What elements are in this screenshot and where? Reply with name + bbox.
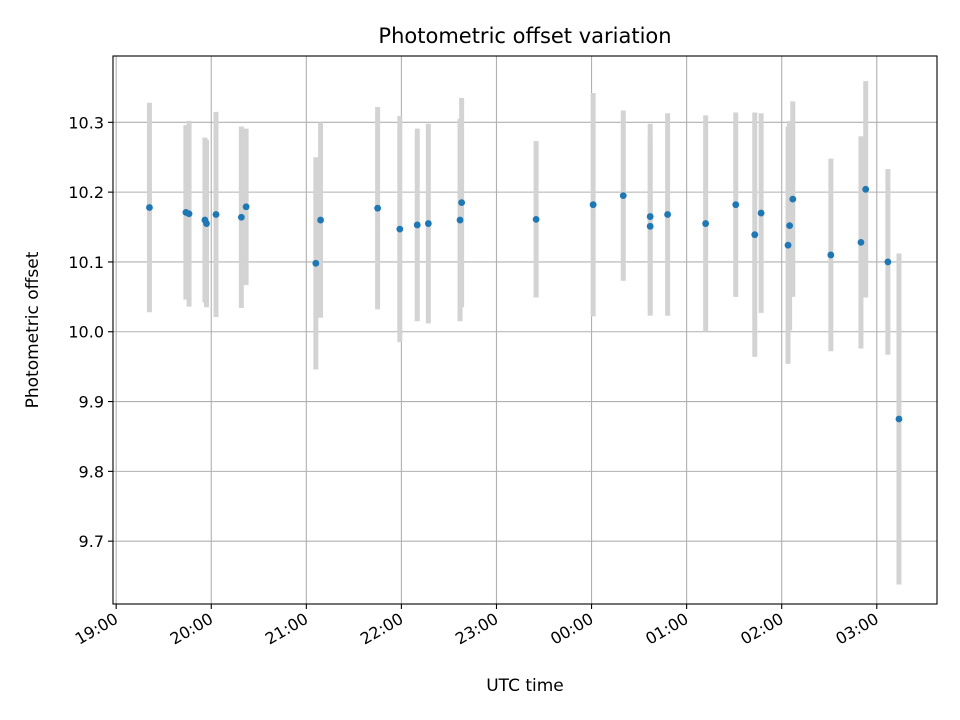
data-point bbox=[212, 211, 220, 218]
y-tick-label: 9.8 bbox=[79, 462, 104, 481]
data-point bbox=[532, 215, 540, 223]
data-point bbox=[784, 241, 792, 249]
data-point bbox=[827, 251, 835, 259]
data-point bbox=[317, 216, 324, 224]
data-point bbox=[619, 192, 627, 200]
y-tick-label: 10.0 bbox=[68, 323, 104, 342]
data-point bbox=[146, 204, 153, 211]
data-point bbox=[862, 185, 870, 193]
data-point bbox=[458, 199, 466, 206]
data-point bbox=[702, 220, 710, 227]
data-points bbox=[146, 185, 903, 423]
data-point bbox=[374, 204, 382, 212]
data-point bbox=[664, 211, 672, 218]
data-point bbox=[786, 222, 794, 230]
data-point bbox=[895, 415, 903, 423]
x-axis-label: UTC time bbox=[486, 676, 564, 696]
plot-area-frame bbox=[112, 55, 938, 605]
y-tick-label: 9.9 bbox=[79, 393, 104, 412]
data-point bbox=[424, 220, 432, 227]
data-point bbox=[646, 213, 654, 220]
y-axis: 9.7 9.8 9.9 10.0 10.1 10.2 10.3 bbox=[68, 113, 113, 551]
data-point bbox=[589, 201, 597, 209]
chart-title: Photometric offset variation bbox=[378, 24, 671, 48]
y-axis-label: Photometric offset bbox=[23, 251, 43, 408]
data-point bbox=[242, 203, 250, 211]
data-point bbox=[456, 216, 464, 224]
data-point bbox=[732, 201, 740, 209]
data-point bbox=[237, 213, 245, 221]
y-tick-label: 10.1 bbox=[68, 253, 104, 272]
data-point bbox=[413, 221, 421, 229]
data-point bbox=[757, 209, 765, 217]
data-point bbox=[396, 225, 404, 233]
data-point bbox=[185, 210, 193, 218]
data-point bbox=[312, 259, 320, 267]
data-point bbox=[646, 222, 654, 230]
data-point bbox=[789, 195, 797, 203]
y-tick-label: 10.2 bbox=[68, 183, 104, 202]
y-tick-label: 10.3 bbox=[68, 113, 104, 132]
data-point bbox=[884, 258, 892, 266]
data-point bbox=[751, 231, 759, 239]
data-point bbox=[857, 238, 865, 246]
y-tick-label: 9.7 bbox=[79, 532, 104, 551]
data-point bbox=[203, 220, 210, 227]
